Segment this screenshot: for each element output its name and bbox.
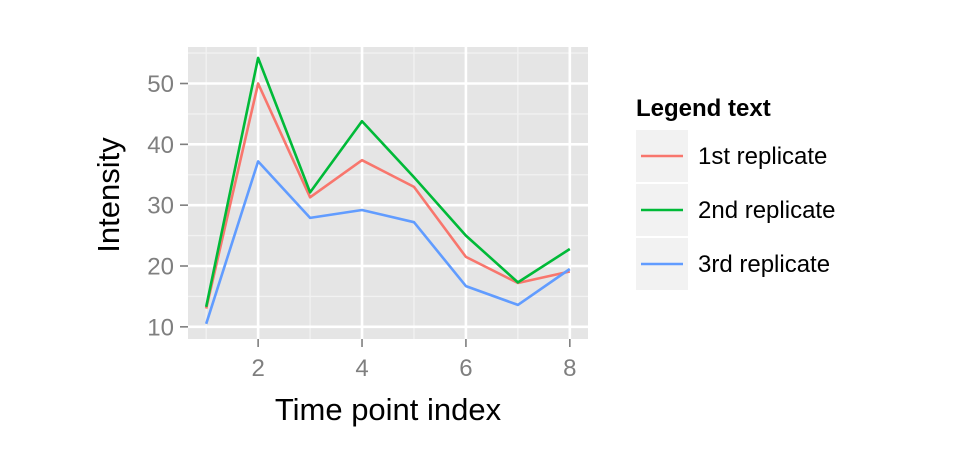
x-axis: 2 4 6 8 [251, 339, 576, 382]
x-tick-label: 4 [355, 355, 368, 382]
y-axis: 10 20 30 40 50 [147, 71, 188, 341]
y-tick-label: 20 [147, 254, 174, 281]
series-line-2nd-replicate [204, 56, 571, 308]
minor-gridlines [188, 47, 588, 339]
series-line-1st-replicate [204, 82, 571, 309]
series-lines [204, 56, 571, 325]
y-tick-label: 10 [147, 314, 174, 341]
legend-label: 2nd replicate [698, 197, 835, 224]
legend-label: 3rd replicate [698, 251, 830, 278]
y-tick-label: 50 [147, 71, 174, 98]
x-tick-label: 8 [563, 355, 576, 382]
series-line-3rd-replicate [204, 160, 571, 325]
y-tick-label: 40 [147, 132, 174, 159]
x-tick-label: 6 [459, 355, 472, 382]
legend-label: 1st replicate [698, 143, 827, 170]
y-axis-title: Intensity [91, 137, 126, 253]
legend-title: Legend text [636, 95, 771, 122]
x-axis-title: Time point index [275, 392, 502, 427]
major-gridlines [188, 47, 588, 339]
y-tick-label: 30 [147, 193, 174, 220]
x-tick-label: 2 [251, 355, 264, 382]
legend: Legend text 1st replicate 2nd replicate 3r… [636, 95, 835, 290]
